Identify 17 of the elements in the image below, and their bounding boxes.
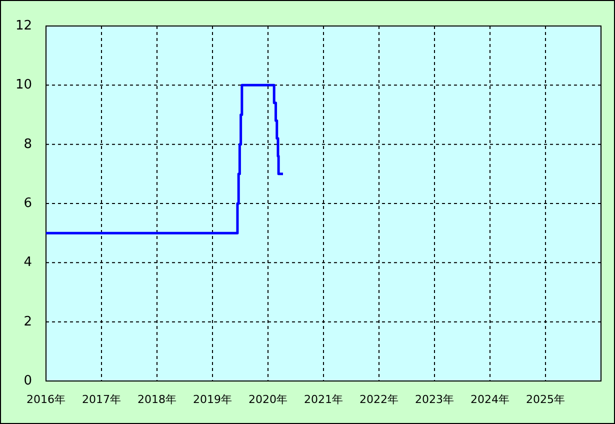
x-tick-label: 2023年 (415, 393, 454, 406)
x-tick-label: 2021年 (304, 393, 343, 406)
x-tick-label: 2025年 (526, 393, 565, 406)
y-tick-label: 6 (24, 196, 32, 211)
x-tick-label: 2019年 (193, 393, 232, 406)
x-tick-label: 2022年 (360, 393, 398, 406)
x-tick-label: 2018年 (138, 393, 176, 406)
x-tick-label: 2024年 (470, 393, 510, 406)
x-tick-label: 2020年 (248, 393, 288, 406)
y-tick-label: 8 (24, 136, 32, 152)
y-tick-label: 0 (24, 374, 32, 388)
y-tick-label: 12 (15, 18, 32, 34)
y-tick-label: 2 (24, 314, 32, 330)
x-tick-label: 2017年 (82, 393, 121, 406)
x-tick-label: 2016年 (26, 393, 66, 406)
y-tick-label: 4 (24, 255, 32, 270)
y-tick-label: 10 (15, 78, 32, 93)
